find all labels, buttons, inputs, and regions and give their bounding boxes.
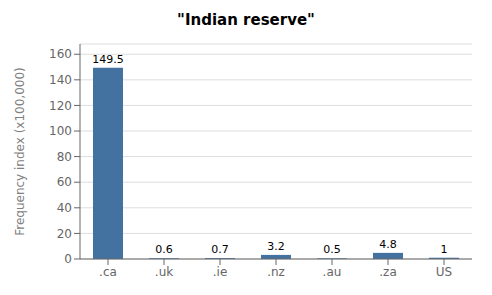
svg-text:0.7: 0.7 [211,243,229,256]
svg-text:3.2: 3.2 [267,240,285,253]
html-text:"Indian reserve": "Indian reserve" [177,11,315,29]
svg-text:149.5: 149.5 [92,53,124,66]
svg-text:.nz: .nz [267,265,285,279]
svg-text:.ie: .ie [213,265,228,279]
svg-text:US: US [436,265,452,279]
svg-text:0: 0 [64,252,72,266]
svg-text:120: 120 [49,99,72,113]
svg-text:.au: .au [323,265,342,279]
svg-text:20: 20 [57,227,72,241]
svg-text:160: 160 [49,47,72,61]
svg-text:140: 140 [49,73,72,87]
svg-text:0.6: 0.6 [155,243,173,256]
svg-text:40: 40 [57,201,72,215]
svg-text:.za: .za [379,265,396,279]
svg-text:100: 100 [49,124,72,138]
svg-text:60: 60 [57,175,72,189]
svg-text:.ca: .ca [99,265,117,279]
svg-text:0.5: 0.5 [323,243,341,256]
svg-text:1: 1 [441,243,448,256]
svg-text:.uk: .uk [155,265,173,279]
svg-text:80: 80 [57,150,72,164]
svg-text:4.8: 4.8 [379,238,397,251]
svg-text:Frequency index (x100,000): Frequency index (x100,000) [13,67,27,236]
